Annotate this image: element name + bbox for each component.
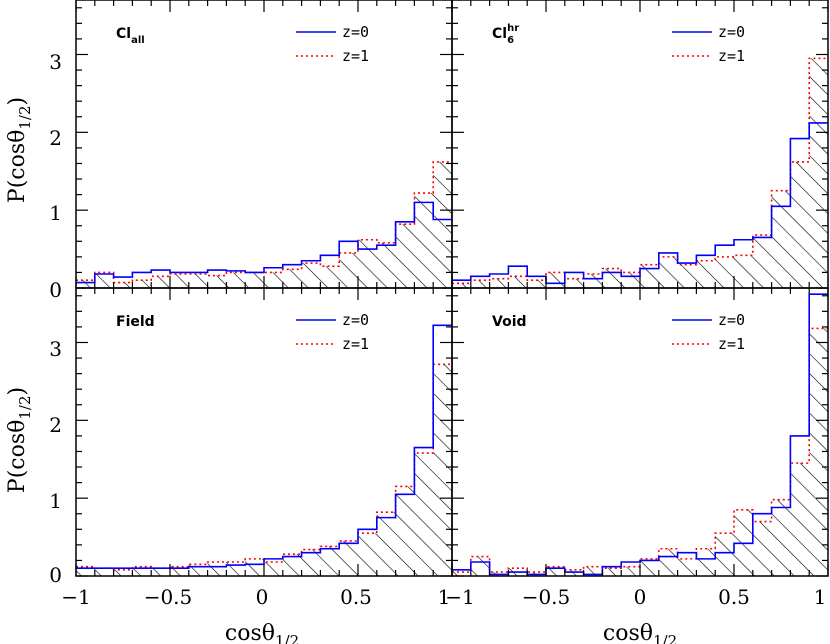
x-tick-label-right-0: 0	[634, 585, 647, 609]
y-axis-title-top: P(cosθ1/2)	[5, 97, 34, 203]
legend-label-z1-cl-all: z=1	[342, 47, 369, 65]
panel-cl-all: Clall z=0 z=1	[75, 0, 453, 289]
legend-label-z1-void: z=1	[718, 335, 745, 353]
y-tick-label-bottom-1: 1	[49, 489, 62, 513]
x-tick-label-left-05: 0.5	[340, 585, 372, 609]
hatch-fill-field	[76, 364, 452, 576]
y-tick-label-top-3: 3	[49, 50, 62, 74]
legend-label-z0-cl-all: z=0	[342, 23, 369, 41]
hatch-fill-void	[452, 328, 828, 576]
legend-label-z1-field: z=1	[342, 335, 369, 353]
x-tick-label-right-1: 1	[814, 585, 827, 609]
legend-label-z1-cl6hr: z=1	[718, 47, 745, 65]
panel-label-cl-all: Clall	[116, 26, 145, 46]
x-tick-label-right-neg1: −1	[445, 585, 474, 609]
y-tick-label-bottom-2: 2	[49, 413, 62, 437]
panel-cl6hr: Clhr 6 z=0 z=1	[451, 0, 829, 289]
x-tick-label-right-05: 0.5	[718, 585, 750, 609]
y-tick-label-bottom-3: 3	[49, 337, 62, 361]
x-tick-label-left-neg05: −0.5	[144, 585, 193, 609]
x-tick-label-left-0: 0	[256, 585, 269, 609]
legend-label-z0-cl6hr: z=0	[718, 23, 745, 41]
hatch-fill-cl-all	[76, 161, 452, 288]
x-tick-label-right-neg05: −0.5	[522, 585, 571, 609]
series-z0-void	[452, 293, 828, 576]
legend-label-z0-void: z=0	[718, 311, 745, 329]
series-z0-field	[76, 324, 452, 570]
series-z0-cl6hr	[452, 122, 828, 285]
y-tick-label-top-2: 2	[49, 126, 62, 150]
panel-label-field: Field	[116, 314, 155, 330]
panel-label-cl6hr: Clhr 6	[492, 23, 519, 46]
x-axis-title-left: cosθ1/2	[225, 621, 299, 644]
series-z1-cl-all	[76, 161, 452, 284]
y-tick-label-bottom-0: 0	[49, 563, 62, 587]
hatch-fill-cl6hr	[452, 58, 828, 288]
series-z0-cl-all	[76, 201, 452, 284]
y-axis-title-bottom: P(cosθ1/2)	[5, 387, 34, 493]
x-tick-label-left-1: 1	[438, 585, 451, 609]
legend-label-z0-field: z=0	[342, 311, 369, 329]
panel-label-void: Void	[492, 314, 527, 330]
y-tick-label-top-0: 0	[49, 278, 62, 302]
x-tick-label-left-neg1: −1	[61, 585, 90, 609]
x-axis-title-right: cosθ1/2	[603, 621, 677, 644]
panel-void: Void z=0 z=1	[451, 287, 829, 577]
y-tick-label-top-1: 1	[49, 201, 62, 225]
panel-field: Field z=0 z=1	[75, 287, 453, 577]
